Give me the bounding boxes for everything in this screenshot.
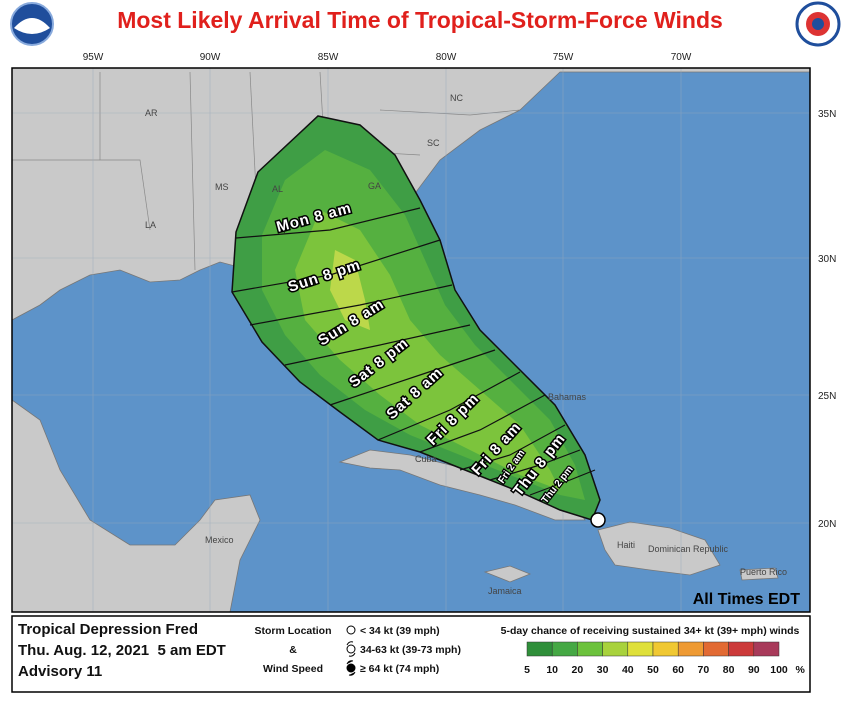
scale-label: 90 xyxy=(748,664,760,676)
longitude-label: 85W xyxy=(318,52,339,63)
legend-icon xyxy=(346,641,356,657)
place-label: Bahamas xyxy=(548,392,587,402)
legend-entry: 34-63 kt (39-73 mph) xyxy=(360,644,461,656)
latitude-label: 20N xyxy=(818,519,836,530)
place-label: AL xyxy=(272,184,283,194)
scale-label: 80 xyxy=(723,664,735,676)
probability-scale: 5 10 20 30 40 50 60 70 80 90 100% xyxy=(524,641,806,676)
scale-swatch xyxy=(602,641,629,657)
scale-swatch xyxy=(627,641,654,657)
scale-label: 5 xyxy=(524,664,530,676)
scale-label: 30 xyxy=(597,664,609,676)
place-label: MS xyxy=(215,182,229,192)
storm-location xyxy=(590,512,606,528)
place-label: LA xyxy=(145,220,156,230)
scale-swatch xyxy=(728,641,755,657)
longitude-label: 80W xyxy=(436,52,457,63)
legend-label: Storm Location xyxy=(254,625,331,637)
map-frame xyxy=(11,67,811,613)
map: AR MS AL GA SC NC LA Cuba Bahamas Mexico… xyxy=(12,68,810,612)
latitude-label: 35N xyxy=(818,109,836,120)
scale-label: 60 xyxy=(672,664,684,676)
scale-label: 20 xyxy=(572,664,584,676)
legend-icon xyxy=(346,660,356,676)
storm-name: Tropical Depression Fred xyxy=(18,621,198,638)
scale-swatch xyxy=(753,641,780,657)
latitude-labels: 35N 30N 25N 20N xyxy=(818,109,836,530)
legend-label: & xyxy=(289,644,297,656)
place-label: Mexico xyxy=(205,535,234,545)
longitude-label: 75W xyxy=(553,52,574,63)
time-lines xyxy=(231,207,596,496)
swath-core xyxy=(330,250,370,330)
scale-label: 40 xyxy=(622,664,634,676)
place-label: Dominican Republic xyxy=(648,544,729,554)
legend-entry: < 34 kt (39 mph) xyxy=(360,625,440,637)
longitude-label: 70W xyxy=(671,52,692,63)
scale-label: 70 xyxy=(698,664,710,676)
title: Most Likely Arrival Time of Tropical-Sto… xyxy=(117,7,723,33)
nws-logo xyxy=(795,1,841,47)
scale-unit: % xyxy=(796,664,806,676)
longitude-label: 95W xyxy=(83,52,104,63)
place-label: GA xyxy=(368,181,381,191)
issue-time: Thu. Aug. 12, 2021 5 am EDT xyxy=(18,642,226,659)
place-label: NC xyxy=(450,93,463,103)
place-label: Puerto Rico xyxy=(740,567,787,577)
place-label: SC xyxy=(427,138,440,148)
time-note: All Times EDT xyxy=(693,591,801,608)
scale-swatch xyxy=(551,641,578,657)
scale-swatch xyxy=(577,641,603,657)
legend-entry: ≥ 64 kt (74 mph) xyxy=(360,663,439,675)
legend-icon xyxy=(346,625,356,635)
longitude-labels: 95W 90W 85W 80W 75W 70W xyxy=(83,52,692,63)
latitude-label: 30N xyxy=(818,254,836,265)
legend-label: Wind Speed xyxy=(263,663,323,675)
place-label: Cuba xyxy=(415,454,437,464)
scale-label: 10 xyxy=(546,664,558,676)
advisory: Advisory 11 xyxy=(18,663,102,680)
scale-swatch xyxy=(652,641,679,657)
place-label: AR xyxy=(145,108,158,118)
noaa-logo xyxy=(10,2,54,46)
swath-inner xyxy=(295,210,560,490)
latitude-label: 25N xyxy=(818,391,836,402)
scale-label: 100 xyxy=(770,664,788,676)
longitude-label: 90W xyxy=(200,52,221,63)
place-label: Jamaica xyxy=(488,586,522,596)
place-label: Haiti xyxy=(617,540,635,550)
scale-title: 5-day chance of receiving sustained 34+ … xyxy=(501,625,800,637)
scale-swatch xyxy=(526,641,553,657)
scale-swatch xyxy=(703,641,729,657)
scale-label: 50 xyxy=(647,664,659,676)
scale-swatch xyxy=(677,641,704,657)
